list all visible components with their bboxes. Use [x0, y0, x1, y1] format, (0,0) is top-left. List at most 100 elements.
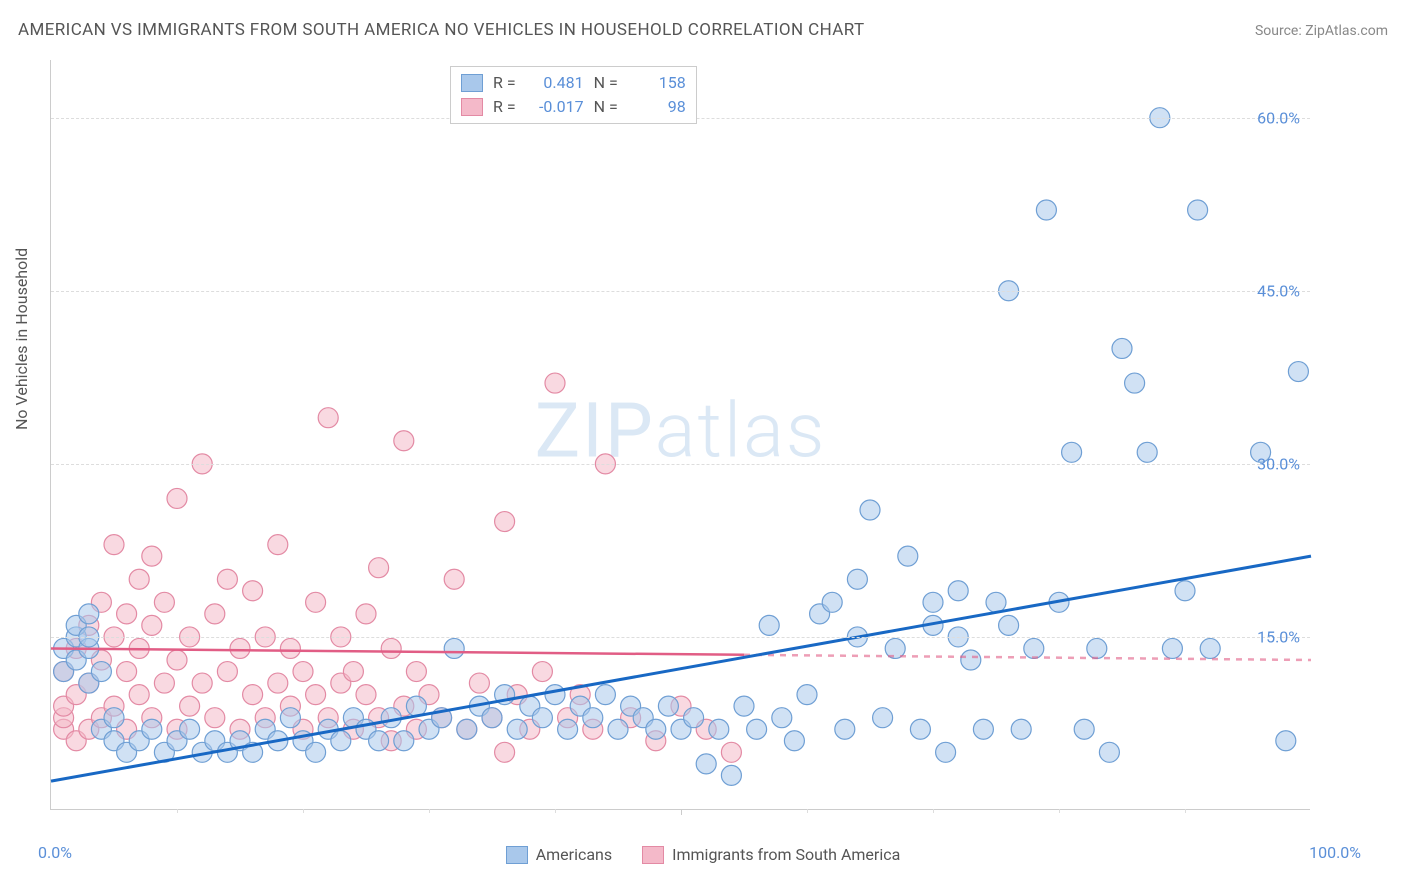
- data-point: [1175, 581, 1195, 601]
- x-tick-major: [681, 809, 682, 815]
- swatch-immigrants-2: [642, 846, 664, 864]
- data-point: [394, 731, 414, 751]
- data-point: [545, 373, 565, 393]
- n-value-immigrants: 98: [628, 95, 686, 119]
- data-point: [860, 500, 880, 520]
- data-point: [797, 685, 817, 705]
- x-axis-start-label: 0.0%: [38, 843, 72, 862]
- data-point: [167, 650, 187, 670]
- data-point: [217, 569, 237, 589]
- data-point: [318, 408, 338, 428]
- y-tick-label: 30.0%: [1257, 454, 1300, 473]
- x-tick: [429, 809, 430, 813]
- data-point: [154, 592, 174, 612]
- data-point: [381, 638, 401, 658]
- data-point: [142, 719, 162, 739]
- data-point: [898, 546, 918, 566]
- data-point: [217, 662, 237, 682]
- x-axis-end-label: 100.0%: [1309, 843, 1361, 862]
- data-point: [356, 604, 376, 624]
- data-point: [1288, 362, 1308, 382]
- data-point: [822, 592, 842, 612]
- data-point: [973, 719, 993, 739]
- data-point: [129, 569, 149, 589]
- data-point: [167, 488, 187, 508]
- data-point: [129, 685, 149, 705]
- data-point: [1112, 338, 1132, 358]
- data-point: [495, 512, 515, 532]
- data-point: [230, 638, 250, 658]
- data-point: [444, 569, 464, 589]
- y-tick-label: 45.0%: [1257, 281, 1300, 300]
- x-tick: [303, 809, 304, 813]
- x-tick: [933, 809, 934, 813]
- r-label-2: R =: [493, 95, 516, 119]
- data-point: [192, 673, 212, 693]
- data-point: [1276, 731, 1296, 751]
- data-point: [961, 650, 981, 670]
- data-point: [608, 719, 628, 739]
- legend-item-immigrants: Immigrants from South America: [642, 845, 900, 864]
- data-point: [1200, 638, 1220, 658]
- data-point: [104, 535, 124, 555]
- stats-row-immigrants: R = -0.017 N = 98: [461, 95, 686, 119]
- data-point: [306, 685, 326, 705]
- n-label-2: N =: [594, 95, 618, 119]
- data-point: [280, 708, 300, 728]
- x-tick: [1059, 809, 1060, 813]
- data-point: [873, 708, 893, 728]
- r-value-americans: 0.481: [526, 71, 584, 95]
- bottom-legend: Americans Immigrants from South America: [0, 845, 1406, 864]
- grid-line: [51, 637, 1310, 638]
- data-point: [394, 431, 414, 451]
- data-point: [1137, 442, 1157, 462]
- data-point: [784, 731, 804, 751]
- data-point: [532, 662, 552, 682]
- data-point: [369, 558, 389, 578]
- data-point: [1125, 373, 1145, 393]
- y-tick-label: 15.0%: [1257, 627, 1300, 646]
- chart-header: AMERICAN VS IMMIGRANTS FROM SOUTH AMERIC…: [18, 20, 1388, 40]
- data-point: [79, 604, 99, 624]
- data-point: [243, 581, 263, 601]
- data-point: [306, 742, 326, 762]
- r-label: R =: [493, 71, 516, 95]
- data-point: [205, 708, 225, 728]
- stats-row-americans: R = 0.481 N = 158: [461, 71, 686, 95]
- data-point: [658, 696, 678, 716]
- data-point: [999, 615, 1019, 635]
- data-point: [154, 673, 174, 693]
- x-tick: [1185, 809, 1186, 813]
- data-point: [936, 742, 956, 762]
- legend-label-americans: Americans: [536, 845, 612, 864]
- data-point: [759, 615, 779, 635]
- n-label: N =: [594, 71, 618, 95]
- data-point: [532, 708, 552, 728]
- source-prefix: Source:: [1255, 23, 1305, 39]
- legend-label-immigrants: Immigrants from South America: [672, 845, 900, 864]
- data-point: [482, 708, 502, 728]
- data-point: [684, 708, 704, 728]
- data-point: [369, 731, 389, 751]
- y-tick-label: 60.0%: [1257, 108, 1300, 127]
- data-point: [747, 719, 767, 739]
- y-axis-label: No Vehicles in Household: [12, 248, 31, 430]
- legend-item-americans: Americans: [506, 845, 612, 864]
- data-point: [268, 535, 288, 555]
- data-point: [280, 638, 300, 658]
- data-point: [180, 719, 200, 739]
- data-point: [835, 719, 855, 739]
- plot-area: ZIPatlas 15.0%30.0%45.0%60.0%: [50, 60, 1310, 810]
- data-point: [180, 696, 200, 716]
- data-point: [268, 673, 288, 693]
- data-point: [507, 719, 527, 739]
- data-point: [583, 708, 603, 728]
- data-point: [948, 581, 968, 601]
- data-point: [142, 615, 162, 635]
- chart-source: Source: ZipAtlas.com: [1255, 23, 1388, 39]
- swatch-americans-2: [506, 846, 528, 864]
- data-point: [457, 719, 477, 739]
- data-point: [306, 592, 326, 612]
- source-name: ZipAtlas.com: [1305, 23, 1388, 39]
- data-point: [331, 731, 351, 751]
